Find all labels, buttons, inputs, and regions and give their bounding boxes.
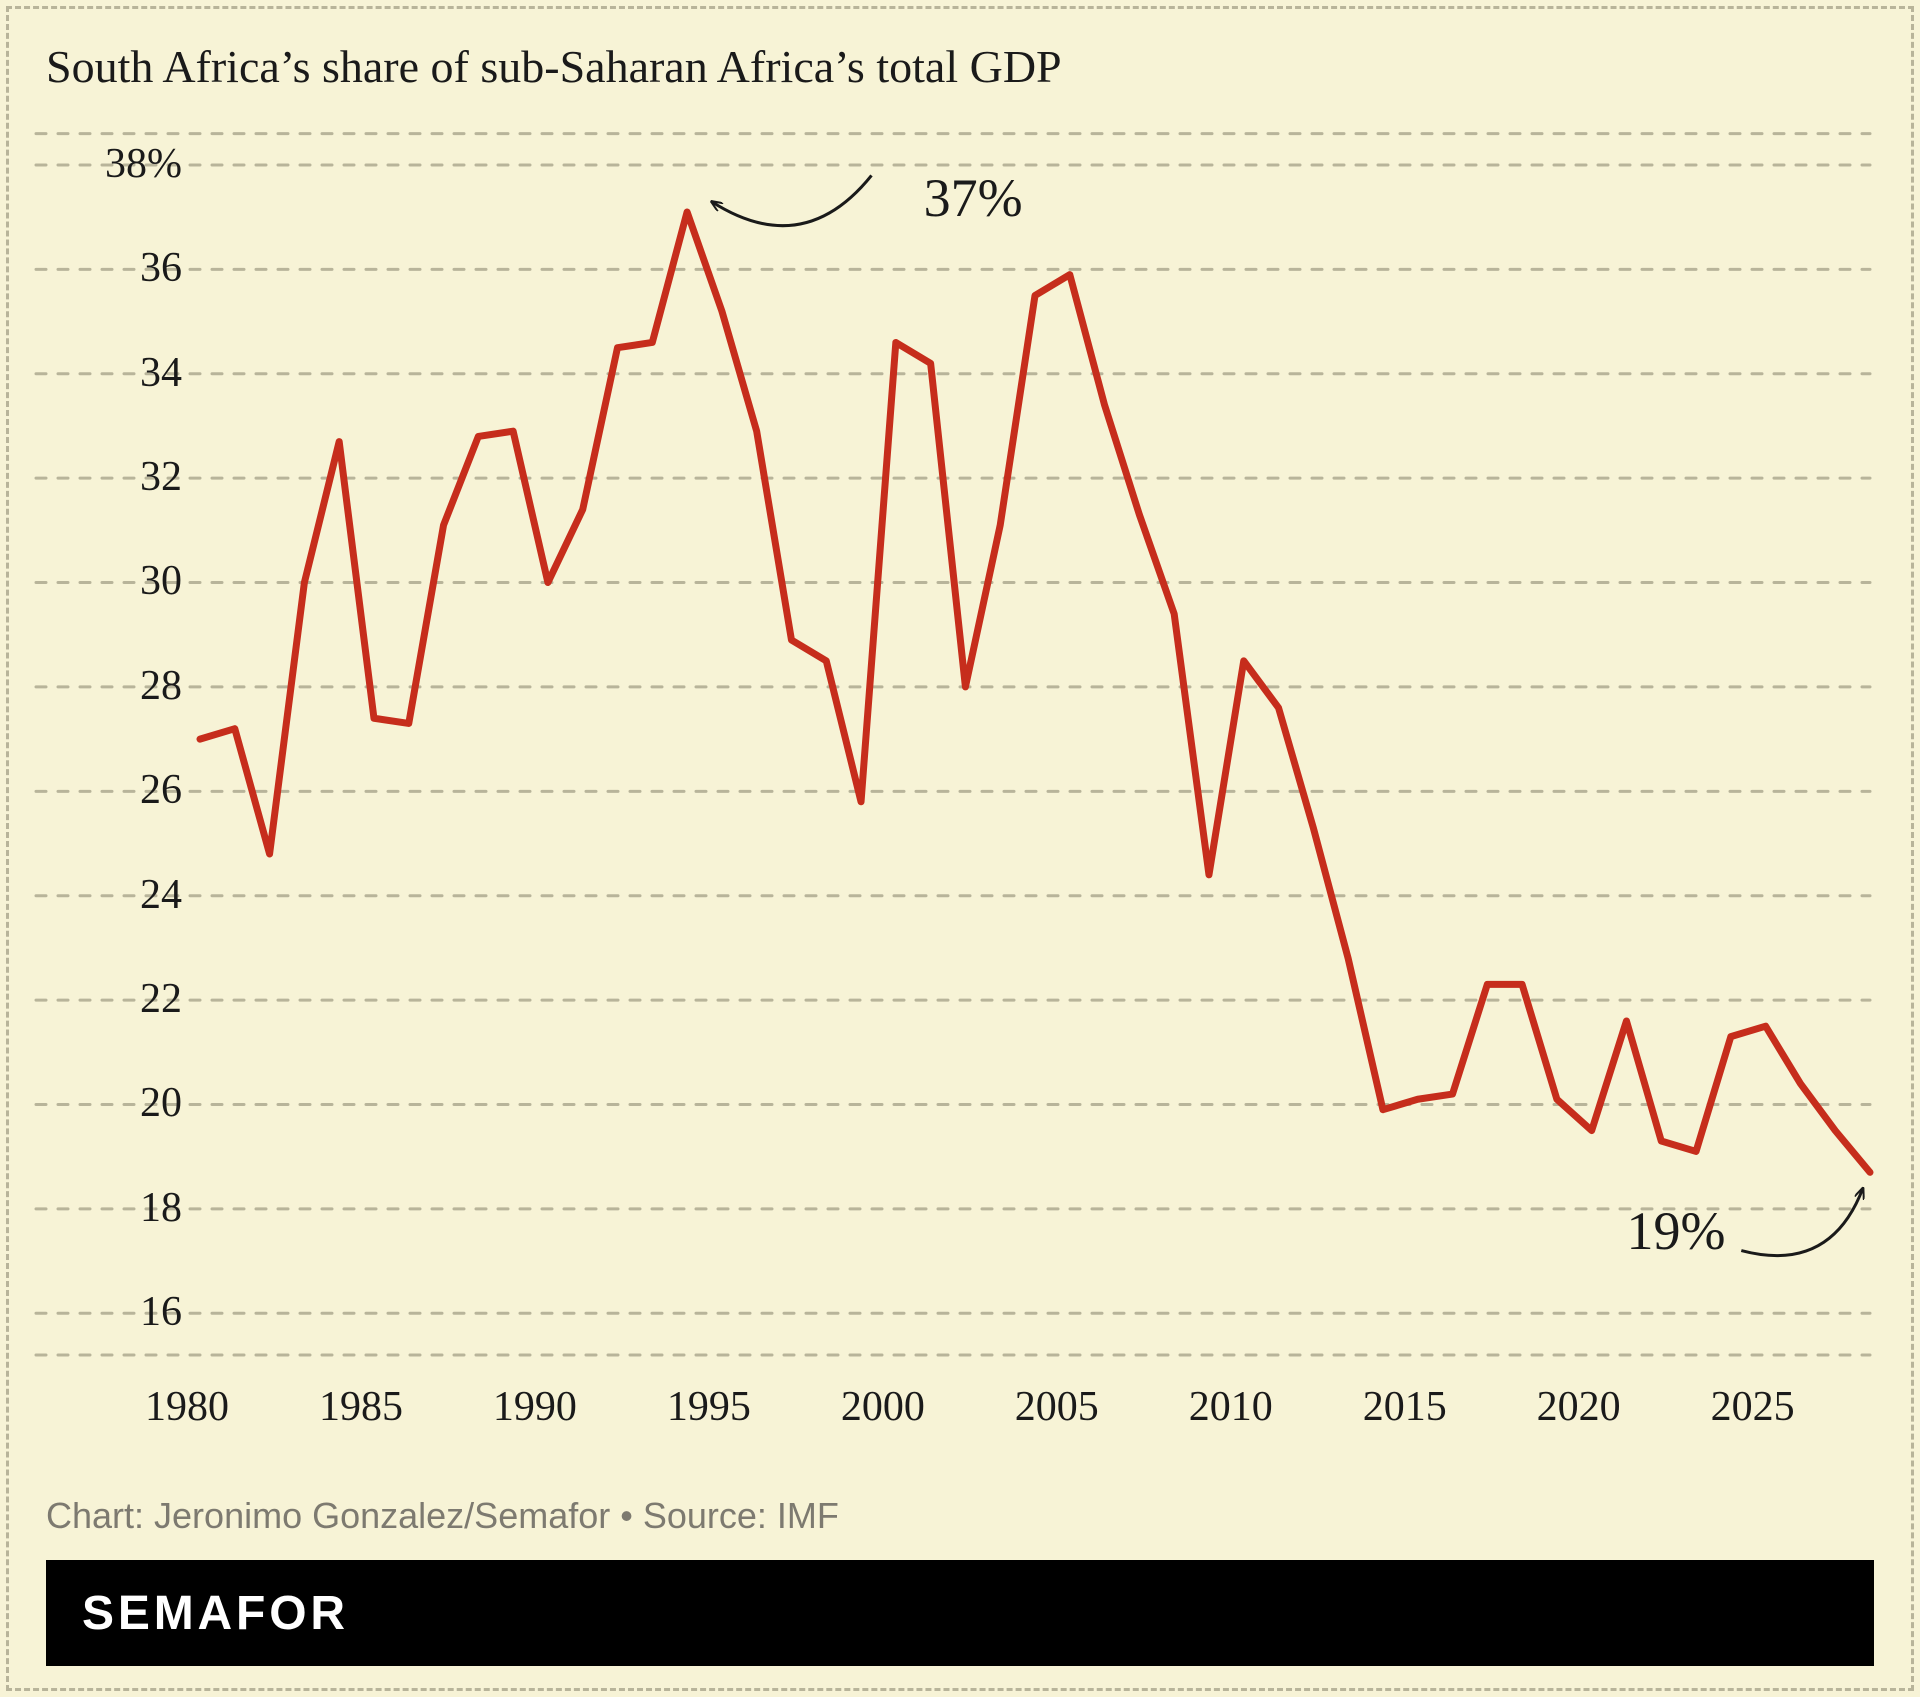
annotation-label: 19% [1626,1200,1725,1262]
series-sa_share [200,212,1870,1172]
y-tick-label: 32 [140,453,182,501]
y-tick-label: 24 [140,871,182,919]
x-tick-label: 2005 [1015,1383,1099,1431]
annotation-label: 37% [924,167,1023,229]
chart-title: South Africa’s share of sub-Saharan Afri… [46,40,1062,93]
chart-container: South Africa’s share of sub-Saharan Afri… [0,0,1920,1697]
annotation-arrow [1741,1188,1863,1256]
y-tick-label: 26 [140,766,182,814]
y-tick-label: 16 [140,1288,182,1336]
x-tick-label: 1995 [667,1383,751,1431]
y-tick-label: 38% [105,140,182,188]
annotation-arrow [711,175,871,225]
x-tick-label: 2015 [1363,1383,1447,1431]
y-tick-label: 22 [140,975,182,1023]
y-tick-label: 20 [140,1079,182,1127]
plot-area [200,165,1870,1355]
footer-bar: SEMAFOR [46,1560,1874,1666]
chart-credit: Chart: Jeronimo Gonzalez/Semafor • Sourc… [46,1495,839,1537]
x-tick-label: 1985 [319,1383,403,1431]
y-tick-label: 28 [140,662,182,710]
y-tick-label: 36 [140,244,182,292]
y-tick-label: 34 [140,349,182,397]
y-tick-label: 30 [140,557,182,605]
y-tick-label: 18 [140,1184,182,1232]
x-tick-label: 2020 [1537,1383,1621,1431]
x-tick-label: 1990 [493,1383,577,1431]
semafor-logo: SEMAFOR [82,1586,349,1641]
plot-svg [200,165,1870,1355]
x-tick-label: 1980 [145,1383,229,1431]
x-tick-label: 2000 [841,1383,925,1431]
x-tick-label: 2025 [1711,1383,1795,1431]
x-tick-label: 2010 [1189,1383,1273,1431]
